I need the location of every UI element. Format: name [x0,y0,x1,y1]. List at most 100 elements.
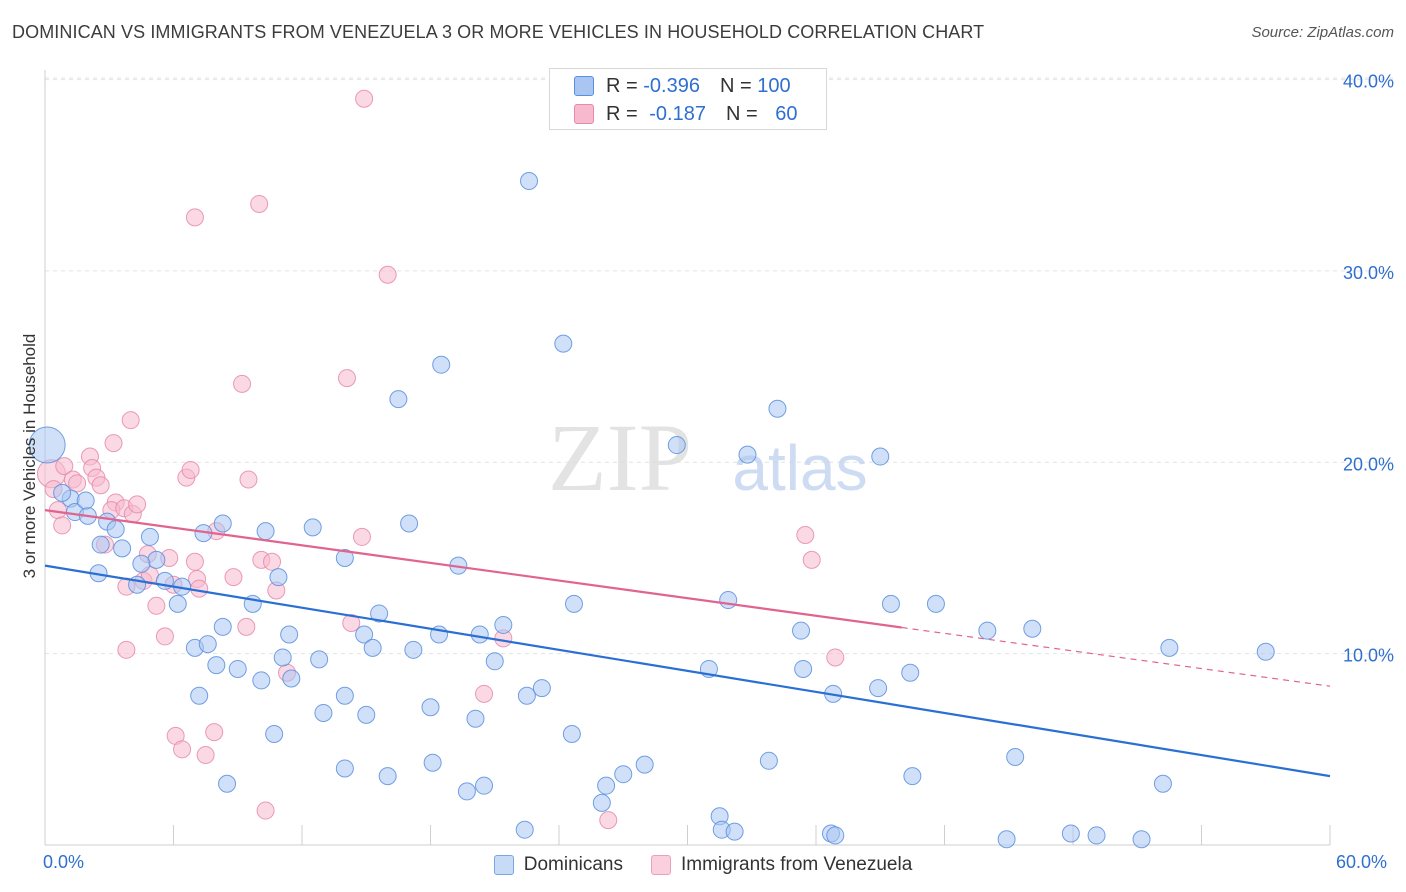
legend-n-value: 60 [775,102,798,125]
data-point-dominican [470,625,489,644]
legend-swatch-blue [574,76,594,96]
data-point-dominican [228,659,247,678]
data-point-venezuela [342,614,361,633]
series-dominicans [28,171,1275,849]
data-point-venezuela [224,568,243,587]
data-point-dominican [1061,824,1080,843]
data-point-dominican [106,520,125,539]
data-point-dominican [1132,830,1151,849]
x-tick-label-min: 0.0% [43,852,85,872]
y-tick-label: 30.0% [1343,263,1394,283]
data-point-dominican [335,759,354,778]
data-point-dominican [515,820,534,839]
data-point-dominican [198,635,217,654]
data-point-dominican [564,594,583,613]
data-point-venezuela [263,552,282,571]
y-axis-label: 3 or more Vehicles in Household [20,333,39,579]
data-point-dominican [1160,638,1179,657]
data-point-dominican [869,679,888,698]
trend-layer [44,509,1331,778]
data-point-dominican [667,436,686,455]
data-point-dominican [53,483,72,502]
data-point-dominican [421,698,440,717]
legend-label-venezuela: Immigrants from Venezuela [681,854,913,875]
data-point-dominican [1023,619,1042,638]
data-point-dominican [554,334,573,353]
correlation-legend: R = -0.396 N = 100 R = -0.187 N = 60 [549,68,827,130]
y-tick-label: 40.0% [1343,72,1394,92]
watermark-atlas: atlas [732,432,867,504]
data-point-dominican [432,355,451,374]
legend-item-dominicans: Dominicans [493,854,623,876]
data-point-dominican [423,753,442,772]
data-point-dominican [357,705,376,724]
data-point-dominican [1256,642,1275,661]
y-tick-labels: 10.0% 20.0% 30.0% 40.0% [1343,72,1394,666]
data-point-dominican [218,774,237,793]
y-tick-label: 20.0% [1343,454,1394,474]
legend-r-label: R = [606,102,638,125]
data-point-dominican [269,568,288,587]
data-point-dominican [378,767,397,786]
data-point-dominican [978,621,997,640]
data-point-venezuela [91,476,110,495]
data-point-dominican [91,535,110,554]
data-point-venezuela [796,526,815,544]
data-point-dominican [725,822,744,841]
data-point-dominican [826,826,845,845]
data-point-venezuela [352,527,371,546]
trend-line-venezuela [44,509,902,629]
data-point-dominican [614,765,633,784]
legend-n-value: 100 [757,74,791,97]
data-point-dominican [592,793,611,812]
data-point-dominican [792,621,811,640]
data-point-venezuela [68,474,87,493]
x-tick-label-max: 60.0% [1336,852,1388,872]
data-point-venezuela [55,457,74,476]
data-point-venezuela [53,516,72,535]
data-point-dominican [310,650,329,669]
data-point-dominican [282,669,301,688]
legend-r-value: -0.396 [643,74,700,97]
data-point-dominican [1153,774,1172,793]
series-venezuela [36,89,845,830]
data-point-dominican [389,390,408,409]
legend-n-label: N = [725,102,758,125]
data-point-dominican [265,725,284,744]
data-point-dominican [280,625,299,644]
data-point-dominican [132,554,151,573]
data-point-dominican [997,830,1016,849]
data-point-dominican [273,648,292,667]
data-point-venezuela [121,411,140,430]
legend-item-venezuela: Immigrants from Venezuela [651,854,912,876]
data-point-dominican [1087,826,1106,845]
trend-line-dominicans [44,564,1331,778]
data-point-venezuela [190,579,209,598]
legend-label-dominicans: Dominicans [523,854,623,875]
data-point-dominican [140,527,159,546]
data-point-dominican [303,518,322,537]
data-point-venezuela [239,470,258,489]
data-point-venezuela [147,596,166,615]
data-point-dominican [1006,747,1025,766]
data-point-dominican [363,638,382,657]
legend-r-value: -0.187 [649,102,706,125]
data-point-dominican [213,514,232,533]
data-point-venezuela [256,801,275,820]
chart-title: DOMINICAN VS IMMIGRANTS FROM VENEZUELA 3… [12,22,985,42]
data-point-dominican [475,776,494,795]
source-label: Source: ZipAtlas.com [1251,24,1394,41]
data-point-dominican [314,703,333,722]
data-point-venezuela [185,208,204,227]
data-point-dominican [400,514,419,533]
data-point-venezuela [475,684,494,703]
data-point-dominican [370,604,389,623]
data-point-dominican [719,591,738,610]
data-point-dominican [517,686,536,705]
data-point-dominican [28,426,66,464]
data-point-dominican [926,594,945,613]
data-point-dominican [190,686,209,705]
data-point-venezuela [181,460,200,479]
data-point-dominican [168,594,187,613]
